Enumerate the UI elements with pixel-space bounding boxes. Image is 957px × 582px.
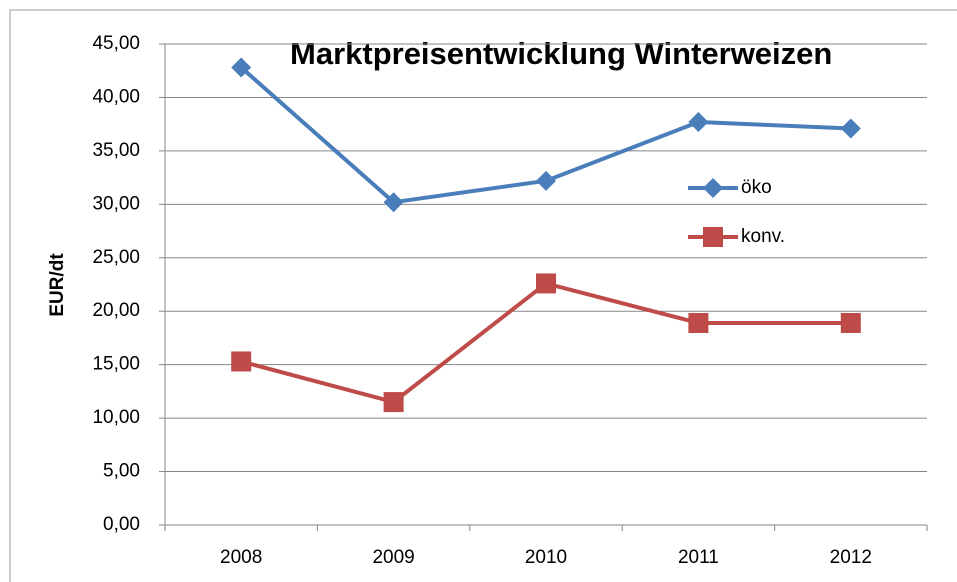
marker bbox=[840, 312, 861, 333]
y-tick-label: 35,00 bbox=[92, 140, 140, 161]
y-tick-label: 15,00 bbox=[92, 354, 140, 375]
x-tick-label: 2012 bbox=[830, 547, 872, 568]
legend-marker bbox=[703, 178, 723, 198]
y-tick-label: 0,00 bbox=[103, 514, 140, 535]
legend-label: konv. bbox=[741, 226, 785, 247]
marker bbox=[688, 112, 709, 133]
y-tick-label: 5,00 bbox=[103, 461, 140, 482]
marker bbox=[383, 392, 404, 413]
x-tick-label: 2008 bbox=[220, 547, 262, 568]
chart-title: Marktpreisentwicklung Winterweizen bbox=[290, 36, 832, 71]
y-axis-label: EUR/dt bbox=[47, 253, 68, 317]
marker bbox=[231, 57, 252, 78]
marker bbox=[383, 192, 404, 213]
marker bbox=[231, 351, 252, 372]
legend-marker bbox=[703, 227, 723, 247]
y-tick-label: 10,00 bbox=[92, 407, 140, 428]
y-tick-label: 45,00 bbox=[92, 33, 140, 54]
x-tick-label: 2009 bbox=[372, 547, 414, 568]
marker bbox=[840, 118, 861, 139]
y-tick-label: 40,00 bbox=[92, 86, 140, 107]
x-tick-label: 2011 bbox=[678, 547, 719, 568]
legend-label: öko bbox=[741, 177, 772, 198]
y-tick-label: 25,00 bbox=[92, 247, 140, 268]
marker bbox=[688, 312, 709, 333]
marker bbox=[536, 170, 556, 191]
marker bbox=[536, 273, 556, 294]
chart-border bbox=[9, 9, 957, 582]
y-tick-label: 20,00 bbox=[92, 300, 140, 321]
y-tick-label: 30,00 bbox=[92, 193, 140, 214]
x-tick-label: 2010 bbox=[525, 547, 567, 568]
